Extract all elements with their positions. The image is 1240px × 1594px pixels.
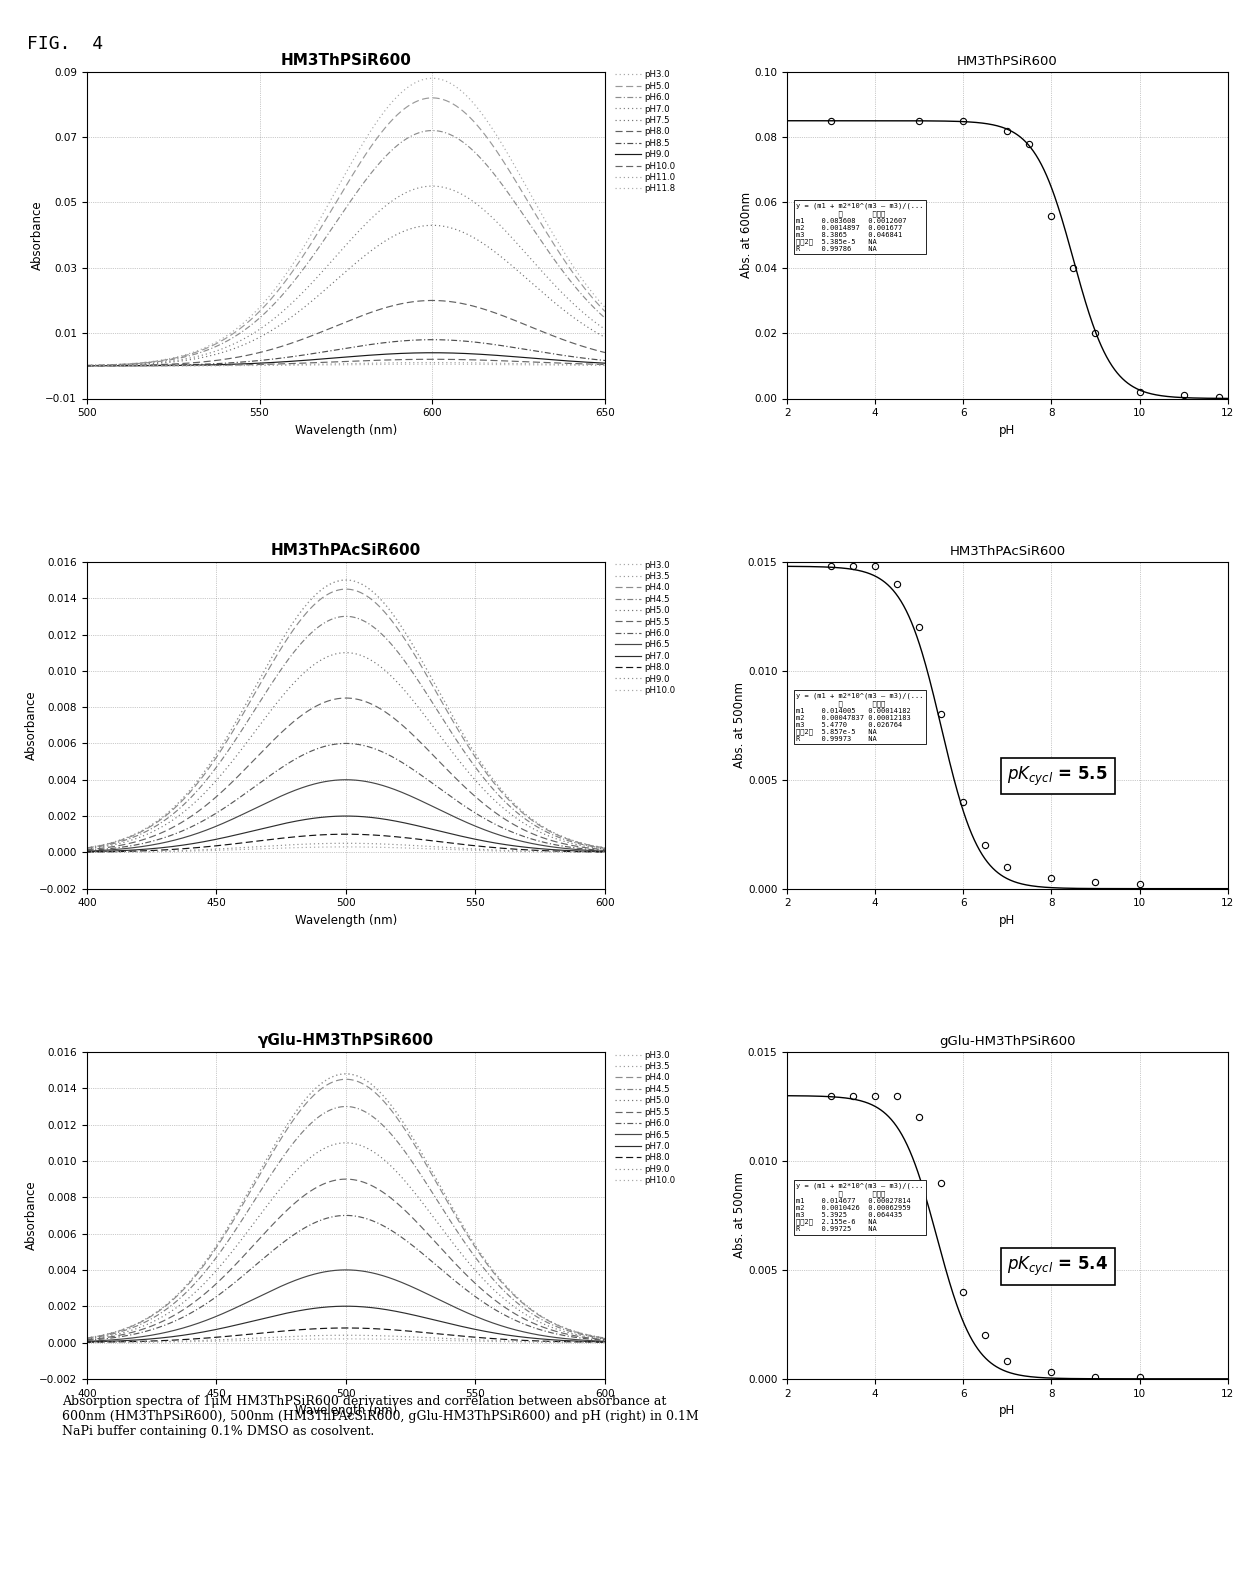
Title: gGlu-HM3ThPSiR600: gGlu-HM3ThPSiR600	[939, 1035, 1075, 1049]
Text: y = (m1 + m2*10^(m3 – m3)/(...
          値       エラー
m1    0.014005   0.00014182: y = (m1 + m2*10^(m3 – m3)/(... 値 エラー m1 …	[796, 692, 924, 743]
Title: γGlu-HM3ThPSiR600: γGlu-HM3ThPSiR600	[258, 1033, 434, 1049]
Text: FIG.  4: FIG. 4	[27, 35, 103, 53]
Text: $p$$K_{cycl}$ = 5.4: $p$$K_{cycl}$ = 5.4	[1007, 1254, 1109, 1278]
Text: y = (m1 + m2*10^(m3 – m3)/(...
          値       エラー
m1    0.083608   0.0012607
: y = (m1 + m2*10^(m3 – m3)/(... 値 エラー m1 …	[796, 202, 924, 252]
Text: $p$$K_{cycl}$ = 5.5: $p$$K_{cycl}$ = 5.5	[1007, 765, 1109, 787]
Text: y = (m1 + m2*10^(m3 – m3)/(...
          値       エラー
m1    0.014677   0.00027814: y = (m1 + m2*10^(m3 – m3)/(... 値 エラー m1 …	[796, 1183, 924, 1232]
Y-axis label: Absorbance: Absorbance	[25, 690, 37, 760]
Y-axis label: Abs. at 600nm: Abs. at 600nm	[740, 191, 753, 279]
X-axis label: pH: pH	[999, 1404, 1016, 1417]
X-axis label: pH: pH	[999, 424, 1016, 437]
Y-axis label: Absorbance: Absorbance	[25, 1181, 37, 1250]
Y-axis label: Abs. at 500nm: Abs. at 500nm	[733, 1173, 746, 1258]
X-axis label: Wavelength (nm): Wavelength (nm)	[295, 913, 397, 928]
X-axis label: Wavelength (nm): Wavelength (nm)	[295, 424, 397, 437]
Y-axis label: Abs. at 500nm: Abs. at 500nm	[733, 682, 746, 768]
Legend: pH3.0, pH3.5, pH4.0, pH4.5, pH5.0, pH5.5, pH6.0, pH6.5, pH7.0, pH8.0, pH9.0, pH1: pH3.0, pH3.5, pH4.0, pH4.5, pH5.0, pH5.5…	[615, 1050, 677, 1186]
Title: HM3ThPSiR600: HM3ThPSiR600	[280, 53, 412, 69]
Legend: pH3.0, pH3.5, pH4.0, pH4.5, pH5.0, pH5.5, pH6.0, pH6.5, pH7.0, pH8.0, pH9.0, pH1: pH3.0, pH3.5, pH4.0, pH4.5, pH5.0, pH5.5…	[615, 559, 677, 697]
Title: HM3ThPAcSiR600: HM3ThPAcSiR600	[270, 544, 422, 558]
Text: Absorption spectra of 1μM HM3ThPSiR600 derivatives and correlation between absor: Absorption spectra of 1μM HM3ThPSiR600 d…	[62, 1395, 699, 1438]
Title: HM3ThPAcSiR600: HM3ThPAcSiR600	[950, 545, 1065, 558]
Y-axis label: Absorbance: Absorbance	[31, 201, 43, 269]
Title: HM3ThPSiR600: HM3ThPSiR600	[957, 54, 1058, 69]
Legend: pH3.0, pH5.0, pH6.0, pH7.0, pH7.5, pH8.0, pH8.5, pH9.0, pH10.0, pH11.0, pH11.8: pH3.0, pH5.0, pH6.0, pH7.0, pH7.5, pH8.0…	[615, 70, 677, 194]
X-axis label: pH: pH	[999, 913, 1016, 928]
X-axis label: Wavelength (nm): Wavelength (nm)	[295, 1404, 397, 1417]
